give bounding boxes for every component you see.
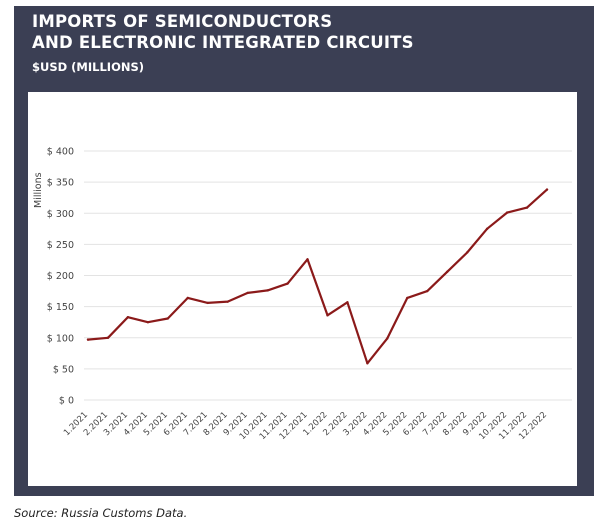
- data-point: [186, 296, 189, 300]
- data-point: [366, 362, 369, 365]
- data-point: [505, 211, 509, 214]
- y-tick-label: $ 200: [47, 271, 74, 282]
- data-point: [206, 301, 209, 305]
- y-tick-label: $ 300: [47, 209, 74, 220]
- data-point: [226, 300, 229, 303]
- chart-title-line-1: IMPORTS OF SEMICONDUCTORS: [32, 12, 333, 31]
- data-point: [525, 206, 529, 209]
- chart-subtitle: $USD (MILLIONS): [32, 60, 145, 74]
- series-line: [86, 188, 549, 365]
- line-chart: $ 0 $ 50 $ 100 $ 150 $ 200 $ 250 $ 300 $ 350 $ 4…: [33, 147, 572, 442]
- data-point: [266, 289, 269, 292]
- y-tick-label: $ 350: [47, 178, 74, 189]
- y-tick-label: $ 400: [47, 147, 74, 158]
- data-point: [106, 336, 110, 339]
- chart-title-line-2: AND ELECTRONIC INTEGRATED CIRCUITS: [32, 33, 414, 52]
- y-axis-label: Millions: [33, 172, 44, 208]
- data-point: [545, 188, 549, 191]
- data-point: [126, 316, 130, 319]
- data-point: [406, 296, 409, 300]
- data-point: [146, 320, 150, 324]
- chart-title: IMPORTS OF SEMICONDUCTORS AND ELECTRONIC…: [32, 11, 414, 53]
- data-point: [246, 291, 249, 295]
- chart-panel: $ 0 $ 50 $ 100 $ 150 $ 200 $ 250 $ 300 $ 350 $ 4…: [28, 92, 577, 486]
- y-tick-label: $ 0: [59, 396, 74, 407]
- data-point: [286, 282, 289, 285]
- y-tick-label: $ 100: [47, 333, 74, 344]
- data-point: [346, 301, 349, 304]
- data-point: [326, 314, 329, 317]
- data-point: [86, 338, 90, 341]
- data-point: [485, 227, 489, 231]
- data-point: [166, 317, 170, 320]
- data-point: [386, 337, 389, 340]
- data-point: [306, 258, 309, 261]
- data-point: [426, 289, 429, 293]
- y-tick-label: $ 150: [47, 302, 74, 313]
- source-note: Source: Russia Customs Data.: [14, 506, 188, 520]
- data-point: [446, 270, 449, 273]
- y-tick-label: $ 250: [47, 240, 74, 251]
- data-point: [465, 251, 469, 254]
- y-tick-label: $ 50: [53, 364, 74, 375]
